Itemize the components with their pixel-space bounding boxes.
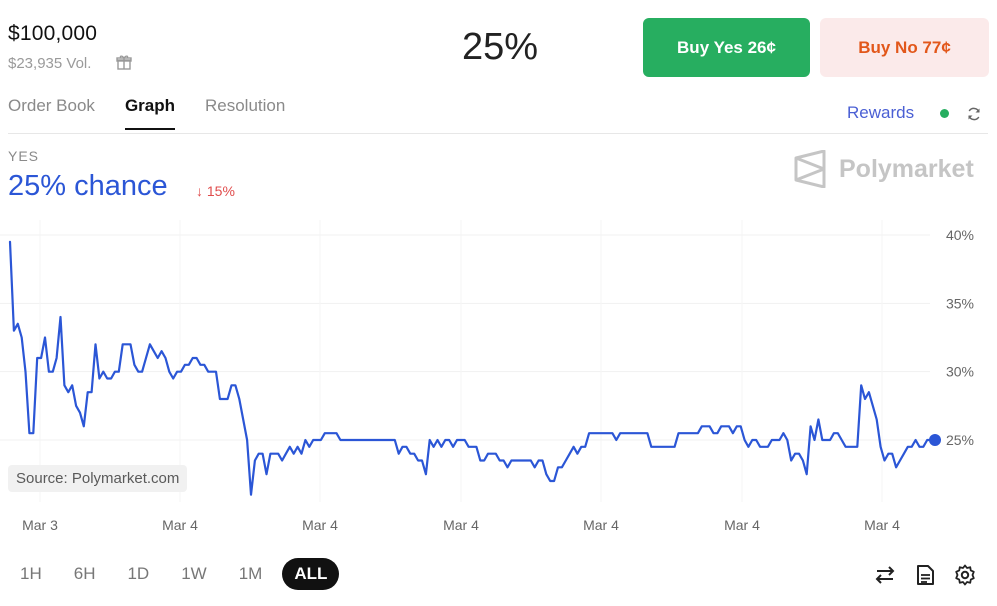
market-price-title: $100,000 [8, 22, 98, 45]
x-tick-label: Mar 4 [443, 517, 479, 533]
y-tick-label: 30% [946, 364, 974, 380]
polymarket-brand: Polymarket [793, 150, 974, 188]
chance-value: 25% chance [8, 170, 168, 202]
volume-label: $23,935 Vol. [8, 55, 92, 72]
rewards-link[interactable]: Rewards [847, 103, 915, 122]
x-tick-label: Mar 4 [162, 517, 198, 533]
document-icon[interactable] [914, 564, 936, 586]
change-indicator: ↓ 15% [196, 183, 235, 199]
rewards-status-dot [940, 109, 949, 118]
timeframe-1d[interactable]: 1D [127, 564, 150, 583]
refresh-icon[interactable] [966, 106, 982, 122]
x-tick-label: Mar 4 [302, 517, 338, 533]
tab-resolution[interactable]: Resolution [205, 96, 286, 115]
x-tick-label: Mar 4 [724, 517, 760, 533]
y-tick-label: 25% [946, 432, 974, 448]
tab-divider [8, 133, 988, 134]
timeframe-all[interactable]: ALL [282, 558, 340, 590]
current-value-marker [929, 434, 941, 446]
tab-bar: Order Book Graph Resolution [8, 92, 315, 130]
polymarket-logo-icon [794, 150, 826, 188]
buy-no-button[interactable]: Buy No 77¢ [820, 18, 989, 77]
x-tick-label: Mar 3 [22, 517, 58, 533]
y-tick-label: 40% [946, 227, 974, 243]
price-chart[interactable]: 40% 35% 30% 25% Mar 3 Mar 4 Mar 4 Mar 4 Mar 4 Mar… [0, 220, 997, 540]
tab-graph[interactable]: Graph [124, 92, 175, 130]
swap-icon[interactable] [874, 564, 896, 586]
x-tick-label: Mar 4 [864, 517, 900, 533]
timeframe-1m[interactable]: 1M [238, 564, 263, 583]
gift-icon[interactable] [116, 54, 132, 70]
series-line [8, 240, 937, 496]
settings-icon[interactable] [954, 564, 976, 586]
tab-order-book[interactable]: Order Book [8, 96, 95, 115]
x-tick-label: Mar 4 [583, 517, 619, 533]
timeframe-1w[interactable]: 1W [181, 564, 207, 583]
outcome-label: YES [8, 148, 40, 164]
source-label: Source: Polymarket.com [8, 465, 188, 492]
timeframe-6h[interactable]: 6H [73, 564, 96, 583]
timeframe-1h[interactable]: 1H [20, 564, 42, 583]
y-tick-label: 35% [946, 295, 974, 311]
current-probability: 25% [461, 26, 539, 68]
timeframe-selector: 1H 6H 1D 1W 1M ALL [8, 558, 340, 590]
buy-yes-button[interactable]: Buy Yes 26¢ [643, 18, 810, 77]
brand-name: Polymarket [839, 154, 974, 183]
